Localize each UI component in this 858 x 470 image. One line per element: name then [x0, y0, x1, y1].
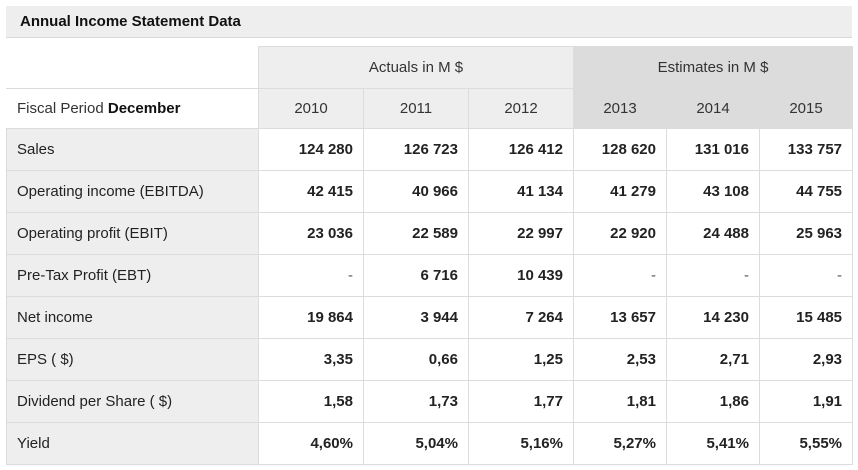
- table-row: Sales 124 280 126 723 126 412 128 620 131 016…: [6, 128, 854, 171]
- table-cell: -: [666, 254, 760, 297]
- table-cell: 133 757: [758, 128, 854, 171]
- row-label: Dividend per Share ( $): [6, 380, 259, 423]
- table-cell: 126 723: [363, 128, 469, 171]
- year-header: 2012: [468, 88, 574, 129]
- table-cell: 41 134: [468, 170, 574, 213]
- table-cell: 131 016: [666, 128, 760, 171]
- table-cell: 126 412: [468, 128, 574, 171]
- table-cell: 15 485: [758, 296, 854, 339]
- table-cell: 5,16%: [468, 422, 574, 465]
- table-cell: -: [573, 254, 667, 297]
- table-row: EPS ( $) 3,35 0,66 1,25 2,53 2,71 2,93: [6, 338, 854, 381]
- year-header: 2015: [758, 88, 854, 129]
- estimates-group-header: Estimates in M $: [572, 46, 854, 89]
- table-cell: 1,77: [468, 380, 574, 423]
- table-cell: 1,58: [258, 380, 364, 423]
- table-row: Yield 4,60% 5,04% 5,16% 5,27% 5,41% 5,55%: [6, 422, 854, 465]
- table-cell: -: [258, 254, 364, 297]
- table-cell: 1,81: [573, 380, 667, 423]
- table-cell: 22 920: [573, 212, 667, 255]
- table-cell: 42 415: [258, 170, 364, 213]
- table-cell: 19 864: [258, 296, 364, 339]
- header-spacer: [6, 46, 259, 89]
- table-cell: 2,71: [666, 338, 760, 381]
- year-header: 2011: [363, 88, 469, 129]
- table-cell: 23 036: [258, 212, 364, 255]
- table-cell: 40 966: [363, 170, 469, 213]
- table-cell: 44 755: [758, 170, 854, 213]
- table-cell: 2,53: [573, 338, 667, 381]
- actuals-group-header: Actuals in M $: [258, 46, 574, 89]
- year-header: 2014: [666, 88, 760, 129]
- table-cell: 5,27%: [573, 422, 667, 465]
- fiscal-period-month: December: [107, 100, 181, 117]
- table-cell: 124 280: [258, 128, 364, 171]
- table-body: Sales 124 280 126 723 126 412 128 620 131 016…: [6, 128, 854, 465]
- table-cell: 5,41%: [666, 422, 760, 465]
- table-cell: 5,55%: [758, 422, 854, 465]
- table-cell: 5,04%: [363, 422, 469, 465]
- table-cell: 25 963: [758, 212, 854, 255]
- row-label: EPS ( $): [6, 338, 259, 381]
- table-row: Operating income (EBITDA) 42 415 40 966 41 …: [6, 170, 854, 213]
- table-cell: 1,91: [758, 380, 854, 423]
- table-cell: 22 589: [363, 212, 469, 255]
- table-row: Pre-Tax Profit (EBT) -6 716 10 439- - -: [6, 254, 854, 297]
- table-cell: 1,86: [666, 380, 760, 423]
- table-cell: 3 944: [363, 296, 469, 339]
- group-header-row: Actuals in M $ Estimates in M $: [6, 46, 854, 89]
- fiscal-period-prefix: Fiscal Period: [17, 100, 108, 117]
- table-row: Operating profit (EBIT) 23 036 22 589 22 99…: [6, 212, 854, 255]
- table-cell: 1,25: [468, 338, 574, 381]
- table-row: Dividend per Share ( $) 1,58 1,73 1,77 1,81 1…: [6, 380, 854, 423]
- income-statement-table: Actuals in M $ Estimates in M $ Fiscal P…: [6, 46, 854, 465]
- row-label: Sales: [6, 128, 259, 171]
- table-cell: 14 230: [666, 296, 760, 339]
- row-label: Yield: [6, 422, 259, 465]
- year-header-row: Fiscal Period December 2010 2011 2012 20…: [6, 88, 854, 129]
- section-title: Annual Income Statement Data: [6, 6, 852, 38]
- row-label: Operating income (EBITDA): [6, 170, 259, 213]
- table-cell: 22 997: [468, 212, 574, 255]
- table-cell: 24 488: [666, 212, 760, 255]
- row-label: Pre-Tax Profit (EBT): [6, 254, 259, 297]
- row-label: Net income: [6, 296, 259, 339]
- year-header: 2013: [573, 88, 667, 129]
- table-cell: 7 264: [468, 296, 574, 339]
- table-cell: 4,60%: [258, 422, 364, 465]
- table-cell: 0,66: [363, 338, 469, 381]
- table-cell: 6 716: [363, 254, 469, 297]
- fiscal-period-label: Fiscal Period December: [6, 88, 259, 129]
- table-row: Net income 19 864 3 944 7 264 13 657 14 230 15…: [6, 296, 854, 339]
- table-cell: 128 620: [573, 128, 667, 171]
- table-cell: 10 439: [468, 254, 574, 297]
- year-header: 2010: [258, 88, 364, 129]
- table-cell: -: [758, 254, 854, 297]
- row-label: Operating profit (EBIT): [6, 212, 259, 255]
- table-cell: 13 657: [573, 296, 667, 339]
- table-cell: 43 108: [666, 170, 760, 213]
- table-cell: 1,73: [363, 380, 469, 423]
- table-cell: 2,93: [758, 338, 854, 381]
- table-cell: 41 279: [573, 170, 667, 213]
- table-cell: 3,35: [258, 338, 364, 381]
